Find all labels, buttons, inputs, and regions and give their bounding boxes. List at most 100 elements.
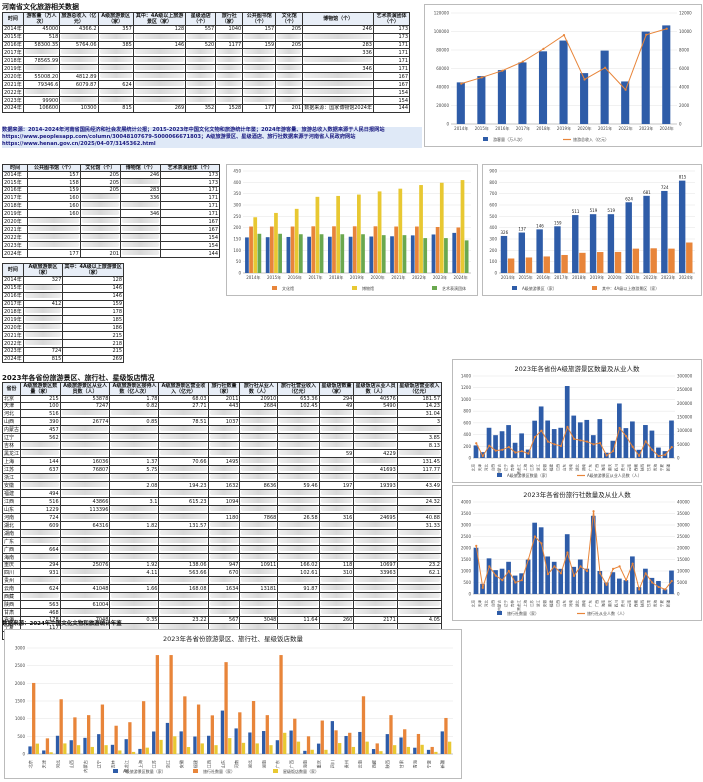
table-cell bbox=[97, 64, 134, 73]
bar-prov_travel-s0 bbox=[525, 559, 531, 594]
table-cell bbox=[185, 72, 217, 81]
redacted-value bbox=[61, 538, 109, 543]
redacted-value bbox=[244, 34, 275, 39]
bar-prov_scenic-s0 bbox=[610, 440, 616, 458]
table-cell: 815 bbox=[22, 354, 64, 363]
redacted-value bbox=[304, 34, 372, 39]
table-cell: 160 bbox=[27, 209, 81, 218]
table-cell: 26.58 bbox=[277, 513, 320, 522]
table-cell: 205 bbox=[79, 171, 122, 179]
redacted-value bbox=[61, 65, 97, 70]
table-cell: 76807 bbox=[59, 465, 111, 474]
point-prov_scenic-s1 bbox=[507, 445, 510, 449]
x-tick-label: 贵州 bbox=[620, 464, 625, 472]
table-cell: 0.82 bbox=[109, 402, 160, 410]
table-cell bbox=[185, 96, 217, 105]
x-tick-label: 北京 bbox=[470, 600, 475, 608]
table-cell bbox=[318, 425, 355, 434]
redacted-value bbox=[61, 89, 97, 94]
bar-culture-s0 bbox=[390, 236, 394, 273]
redacted-value bbox=[320, 418, 353, 423]
redacted-value bbox=[111, 514, 158, 519]
table-cell bbox=[207, 521, 241, 530]
table-cell bbox=[97, 96, 134, 105]
bar-prov_scenic-s0 bbox=[558, 427, 564, 458]
table-cell bbox=[109, 409, 160, 418]
table-cell: 443 bbox=[207, 402, 241, 410]
y2-tick-label: 8000 bbox=[679, 48, 690, 53]
table-cell bbox=[396, 608, 443, 617]
redacted-value bbox=[111, 450, 158, 455]
table-cell bbox=[158, 600, 209, 609]
redacted-value bbox=[187, 97, 215, 102]
point-prov_travel-s1 bbox=[651, 581, 654, 584]
x-tick-label: 2022年 bbox=[619, 125, 633, 131]
table-cell: 45000 bbox=[22, 25, 61, 34]
table-cell bbox=[59, 32, 99, 42]
table-cell: 218 bbox=[62, 339, 124, 348]
table-cell: 117.77 bbox=[396, 465, 443, 474]
y2-tick-label: 100000 bbox=[677, 428, 693, 433]
bar-scenic-s0 bbox=[554, 226, 561, 273]
redacted-value bbox=[355, 490, 396, 495]
redacted-value bbox=[187, 89, 215, 94]
redacted-value bbox=[22, 577, 59, 582]
bar-scenic-s1 bbox=[543, 256, 550, 273]
table-row: 2018年 160 171 bbox=[1, 201, 220, 210]
redacted-value bbox=[241, 554, 277, 559]
redacted-value bbox=[241, 538, 277, 543]
table-cell: 171 bbox=[160, 186, 220, 194]
bar-prov_all-s2 bbox=[186, 747, 191, 754]
table-cell bbox=[242, 32, 277, 42]
table-cell bbox=[318, 529, 355, 538]
redacted-value bbox=[304, 57, 372, 62]
x-tick-label: 西藏 bbox=[633, 464, 638, 472]
table-cell: 171 bbox=[160, 209, 220, 218]
table-cell: 2019年 bbox=[1, 209, 29, 218]
table-cell: 2023年 bbox=[1, 241, 29, 250]
bar-prov_all-s2 bbox=[269, 745, 273, 754]
table-cell bbox=[20, 576, 61, 585]
x-tick-label: 内蒙古 bbox=[496, 464, 501, 475]
redacted-value bbox=[355, 418, 396, 423]
bar-prov_all-s2 bbox=[351, 746, 356, 754]
x-tick-label: 2022年 bbox=[412, 274, 426, 280]
redacted-value bbox=[29, 234, 79, 239]
y2-tick-label: 10000 bbox=[679, 29, 692, 34]
point-prov_scenic-s1 bbox=[520, 450, 523, 453]
y-tick-label: 3500 bbox=[461, 511, 472, 516]
point-prov_scenic-s1 bbox=[638, 454, 641, 457]
x-tick-label: 青海 bbox=[653, 600, 658, 608]
table-row: 2019年 160 346 171 bbox=[1, 209, 220, 218]
header-cell: 时间 bbox=[1, 164, 29, 172]
table-cell: 5764.06 bbox=[59, 40, 99, 49]
bar-prov_all-s1 bbox=[265, 715, 269, 754]
table-cell: 1094 bbox=[207, 497, 241, 506]
table-cell bbox=[239, 568, 279, 577]
table-cell bbox=[277, 608, 320, 617]
table-cell: 563.66 bbox=[158, 568, 209, 577]
redacted-value bbox=[160, 450, 207, 455]
scenic-table: 时间 A级旅游景区（家） 其中：4A级以上旅游景区（家） 2014年 327 128 201… bbox=[2, 263, 124, 363]
table-cell bbox=[239, 521, 279, 530]
point-prov_travel-s1 bbox=[592, 510, 595, 513]
table-row: 贵州 bbox=[1, 576, 443, 585]
table-row: 江西 516 43866 3.1 615.23 1094 24.32 bbox=[1, 497, 443, 506]
x-tick-label: 2014年 bbox=[454, 125, 468, 131]
redacted-value bbox=[398, 474, 440, 479]
redacted-value bbox=[320, 554, 353, 559]
table-cell: 91.87 bbox=[277, 584, 320, 593]
y-tick-label: 200 bbox=[463, 444, 471, 449]
table-cell: 78565.99 bbox=[22, 56, 61, 65]
table-cell: 2020年 bbox=[2, 323, 24, 332]
redacted-value bbox=[355, 410, 396, 415]
table-cell bbox=[158, 425, 209, 434]
table-cell bbox=[239, 417, 279, 426]
table-cell bbox=[275, 56, 304, 65]
table-row: 2023年 724 215 bbox=[2, 347, 124, 356]
data-label: 137 bbox=[518, 227, 526, 232]
table-cell bbox=[20, 592, 61, 601]
table-cell: 664 bbox=[20, 545, 61, 554]
bar-culture-s2 bbox=[419, 185, 423, 273]
table-cell bbox=[109, 441, 160, 450]
